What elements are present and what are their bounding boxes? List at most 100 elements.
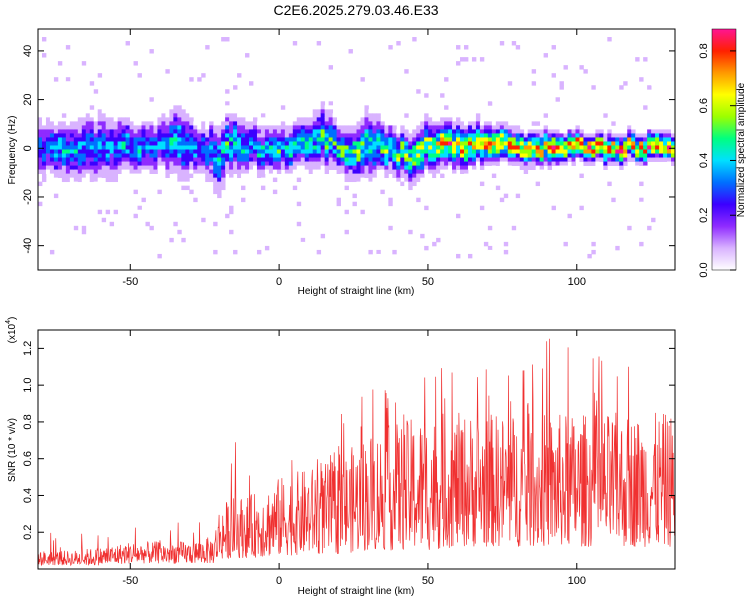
spectrogram-cell <box>41 169 47 174</box>
spectrogram-cell <box>384 133 389 138</box>
spectrogram-cell <box>396 161 401 166</box>
spectrogram-cell <box>460 129 465 134</box>
spectrogram-cell <box>237 73 242 78</box>
spectrogram-cell <box>332 165 337 170</box>
spectrogram-cell <box>256 149 262 154</box>
spectrogram-cell <box>217 173 222 179</box>
spectrogram-cell <box>388 137 393 142</box>
spectrogram-cell <box>284 129 290 134</box>
spectrogram-cell <box>229 153 234 158</box>
spectrogram-cell <box>245 145 250 150</box>
spectrogram-cell <box>487 161 493 166</box>
spectrogram-cell <box>655 125 660 130</box>
spectrogram-cell <box>65 133 71 138</box>
spectrogram-cell <box>368 149 373 154</box>
spectrogram-cell <box>611 197 616 203</box>
spectrogram-cell <box>213 189 218 195</box>
spectrogram-cell <box>53 77 59 82</box>
snr-y-ticks: 0.20.40.60.81.01.2 <box>22 341 675 540</box>
spectrogram-cell <box>356 177 361 183</box>
spectrogram-cell <box>448 149 453 154</box>
spectrogram-cell <box>416 113 421 118</box>
spectrogram-cell <box>567 125 572 130</box>
spectrogram-cell <box>45 117 51 122</box>
spectrogram-cell <box>635 153 640 158</box>
spectrogram-cell <box>137 129 142 134</box>
spectrogram-cell <box>348 49 353 54</box>
spectrogram-cell <box>181 145 186 150</box>
spectrogram-cell <box>535 137 541 142</box>
spectrogram-cell <box>185 161 190 166</box>
spectrogram-cell <box>225 165 230 170</box>
spectrogram-cell <box>161 169 166 174</box>
spectrogram-cell <box>404 157 409 162</box>
spectrogram-cell <box>61 177 67 183</box>
spectrogram-cell <box>57 149 63 154</box>
spectrogram-cell <box>631 125 636 130</box>
spectrogram-cell <box>627 133 632 138</box>
spectrogram-cell <box>503 221 509 227</box>
spectrogram-cell <box>173 137 178 142</box>
spectrogram-cell <box>619 85 624 90</box>
spectrogram-cell <box>272 137 278 142</box>
spectrogram-cell <box>209 165 214 170</box>
spectrogram-cell <box>396 157 401 162</box>
spectrogram-cell <box>595 129 600 134</box>
spectrogram-cell <box>49 133 55 138</box>
spectrogram-cell <box>177 121 182 126</box>
spectrogram-cell <box>412 153 417 158</box>
spectrogram-cell <box>639 141 644 146</box>
spectrogram-cell <box>448 153 453 158</box>
spectrogram-cell <box>73 125 79 130</box>
spectrogram-cell <box>81 165 87 170</box>
spectrogram-frame <box>37 28 676 271</box>
spectrogram-cell <box>436 165 441 170</box>
spectrogram-cell <box>284 161 290 166</box>
spectrogram-cell <box>599 141 604 146</box>
spectrogram-cell <box>388 125 393 130</box>
spectrogram-cell <box>424 137 429 142</box>
spectrogram-cell <box>105 165 111 170</box>
spectrogram-cell <box>256 133 262 138</box>
colorbar-ticks: 0.00.20.40.60.8 <box>698 43 736 278</box>
spectrogram-cell <box>376 165 381 170</box>
spectrogram-cell <box>635 133 640 138</box>
spectrogram-cell <box>420 137 425 142</box>
spectrogram-cell <box>165 117 170 122</box>
spectrogram-cell <box>97 117 103 122</box>
spectrogram-cell <box>169 125 174 130</box>
spectrogram-cell <box>145 137 150 142</box>
spectrogram-cell <box>571 129 576 134</box>
spectrogram-cell <box>256 165 262 170</box>
spectrogram-cell <box>432 121 437 126</box>
spectrogram-cell <box>440 153 445 158</box>
spectrogram-cell <box>372 153 377 158</box>
spectrogram-cell <box>463 149 469 154</box>
spectrogram-cell <box>113 129 119 134</box>
spectrogram-cell <box>133 189 138 195</box>
spectrogram-cell <box>41 177 47 183</box>
spectrogram-cell <box>65 45 71 50</box>
spectrogram-cell <box>336 149 341 154</box>
spectrogram-cell <box>460 57 465 62</box>
spectrogram-cell <box>619 141 624 146</box>
spectrogram-cell <box>659 137 664 142</box>
spectrogram-cell <box>129 137 134 142</box>
spectrogram-cell <box>308 117 314 122</box>
spectrogram-cell <box>209 177 214 183</box>
spectrogram-cell <box>643 157 648 162</box>
spectrogram-cell <box>511 129 517 134</box>
spectrogram-cell <box>233 117 238 122</box>
spectrogram-cell <box>336 141 341 146</box>
spectrogram-cell <box>463 121 469 126</box>
spectrogram-cell <box>671 129 676 134</box>
spectrogram-cell <box>416 141 421 146</box>
spectrogram-cell <box>531 145 537 150</box>
spectrogram-cell <box>256 145 262 150</box>
spectrogram-cell <box>511 125 517 130</box>
spectrogram-cell <box>38 133 43 138</box>
spectrogram-cell <box>173 157 178 162</box>
spectrogram-cell <box>567 141 572 146</box>
spectrogram-cell <box>213 153 218 158</box>
spectrogram-cell <box>364 125 369 130</box>
